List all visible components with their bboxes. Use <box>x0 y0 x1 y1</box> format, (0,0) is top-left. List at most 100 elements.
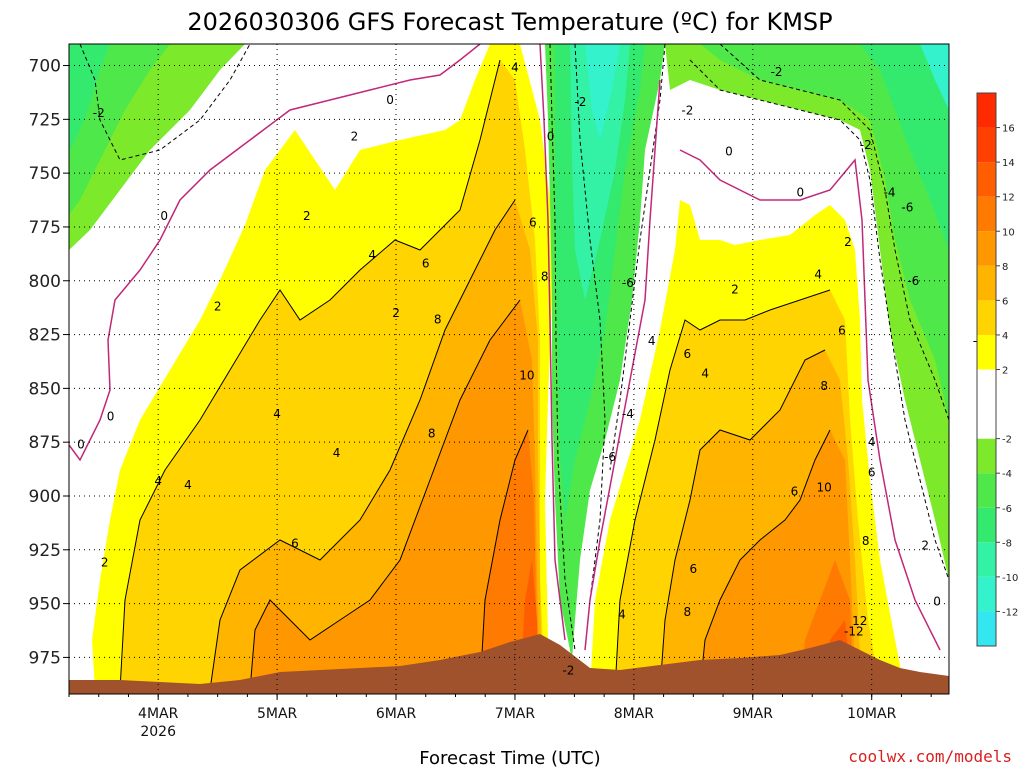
contour-label: 4 <box>184 478 192 492</box>
terrain <box>69 634 949 694</box>
contour-label: 2 <box>214 300 222 314</box>
contour-label: 0 <box>725 145 733 159</box>
field-cold-right-deep <box>860 44 949 250</box>
colorbar-tick-label: -6 <box>1002 504 1012 515</box>
y-tick-label: 850 <box>29 379 61 399</box>
contour-label: 0 <box>547 130 555 144</box>
neg-contour <box>689 59 949 581</box>
y-tick-label: 975 <box>29 648 61 668</box>
colorbar-bin <box>977 334 996 370</box>
contour-label: -2 <box>562 663 574 677</box>
grid <box>69 44 949 694</box>
contour-label: 8 <box>428 427 436 441</box>
zero-contour <box>69 44 481 462</box>
pos-contour <box>479 429 529 691</box>
colorbar-bin <box>977 507 996 543</box>
field-cold-right-deeper <box>920 44 949 110</box>
field-cold-mid-deepest <box>585 44 620 140</box>
y-tick-label: 825 <box>29 326 61 346</box>
neg-contour <box>609 44 666 471</box>
pos-contour <box>119 59 501 691</box>
contour-label: 0 <box>386 93 394 107</box>
colorbar: 16 14 12 10 8 6 4 2 -2 -4 -6 -8 -10 -12 <box>976 92 1018 647</box>
field-warm-10-12-main <box>480 430 538 690</box>
colorbar-tick-label: 12 <box>1002 193 1015 204</box>
x-axis-label: Forecast Time (UTC) <box>419 748 600 768</box>
contour-label: 0 <box>107 409 115 423</box>
colorbar-bin <box>977 473 996 508</box>
y-axis: 700 725 750 775 800 825 850 875 900 925 950 975 <box>29 57 69 668</box>
contour-label: 4 <box>814 267 822 281</box>
contour-label: 12 <box>852 614 867 628</box>
contour-label: 6 <box>422 257 430 271</box>
zero-contour <box>539 44 566 641</box>
contour-label: 4 <box>368 248 376 262</box>
colorbar-tick-label: -4 <box>1002 469 1012 480</box>
plot-area <box>69 44 949 694</box>
contour-label: -2 <box>771 65 783 79</box>
contour-label: 2 <box>351 130 359 144</box>
zero-contour <box>584 79 661 651</box>
pos-contour <box>699 429 831 691</box>
contour-label: 4 <box>868 435 876 449</box>
neg-contour <box>79 44 251 161</box>
contour-label: -6 <box>604 450 616 464</box>
credit-text: coolwx.com/models <box>848 747 1012 766</box>
pos-contour <box>659 349 826 691</box>
colorbar-bin <box>977 300 996 335</box>
zero-contours <box>69 44 941 651</box>
contour-label: 4 <box>333 446 341 460</box>
x-tick-label: 8MAR <box>614 706 655 722</box>
chart-title: 2026030306 GFS Forecast Temperature (ºC)… <box>187 8 832 36</box>
colorbar-tick-label: 16 <box>1002 124 1015 135</box>
colorbar-bin <box>977 196 996 232</box>
contour-label: 4 <box>511 61 519 75</box>
contour-label: -6 <box>901 201 913 215</box>
neg-contour <box>574 44 606 601</box>
colorbar-tick-label: 2 <box>1002 366 1008 377</box>
field-cold-right-core <box>700 44 949 420</box>
contour-label: 4 <box>273 407 281 421</box>
positive-contours <box>119 59 831 691</box>
contour-label: 0 <box>797 186 805 200</box>
contour-label: 4 <box>701 366 709 380</box>
contour-label: 6 <box>684 347 692 361</box>
y-tick-label: 775 <box>29 218 61 238</box>
contour-label: 2 <box>844 235 852 249</box>
contour-label: 6 <box>291 536 299 550</box>
colorbar-bin <box>977 162 996 197</box>
neg-contour <box>549 44 576 651</box>
x-tick-label: 9MAR <box>733 706 774 722</box>
contour-label: -6 <box>907 274 919 288</box>
y-tick-label: 725 <box>29 110 61 130</box>
pos-contour <box>209 199 516 691</box>
colorbar-bin <box>977 127 996 163</box>
contour-label: -6 <box>622 276 634 290</box>
zero-contour <box>679 149 941 651</box>
x-axis: 4MAR 2026 5MAR 6MAR 7MAR 8MAR 9MAR 10MAR <box>68 694 932 740</box>
contour-label: 6 <box>791 485 799 499</box>
y-tick-label: 700 <box>29 57 61 77</box>
x-tick-label: 4MAR <box>138 706 179 722</box>
colorbar-tick-label: 8 <box>1002 262 1008 273</box>
x-tick-label: 5MAR <box>257 706 298 722</box>
field-cold-left-deep <box>69 44 110 150</box>
x-tick-sublabel: 2026 <box>140 724 176 740</box>
contour-label: 8 <box>820 379 828 393</box>
contour-label: 2 <box>921 538 929 552</box>
contour-label: 4 <box>648 334 656 348</box>
contour-label: -4 <box>622 407 634 421</box>
contour-label: 0 <box>933 594 941 608</box>
pos-contour <box>614 289 831 691</box>
contour-label: 6 <box>868 465 876 479</box>
contour-label: 0 <box>160 209 168 223</box>
contour-label: 6 <box>690 562 698 576</box>
plot-frame <box>68 43 950 695</box>
negative-contours <box>79 44 949 651</box>
contour-label-layer: -202222046846810-20-6-4-6-244642-2-200-2… <box>77 61 985 678</box>
contour-label: 2 <box>101 556 109 570</box>
y-tick-label: 950 <box>29 595 61 615</box>
contour-label: 2 <box>392 306 400 320</box>
y-tick-label: 800 <box>29 272 61 292</box>
